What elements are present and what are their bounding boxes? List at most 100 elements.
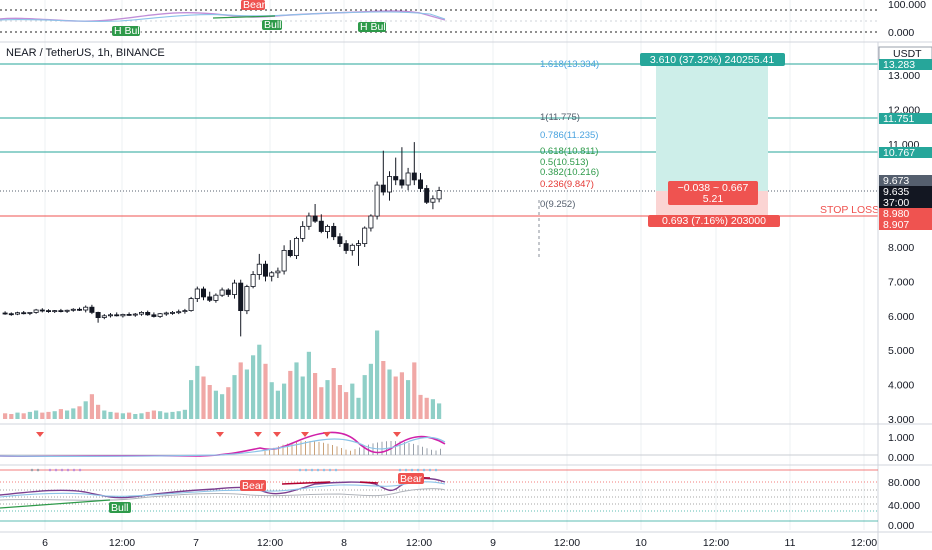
stop-label: 0.693 (7.16%) 203000 xyxy=(662,215,766,227)
volume-bar xyxy=(15,412,20,419)
candle-body xyxy=(293,237,299,256)
volume-bar xyxy=(319,387,324,419)
time-axis-label: 11 xyxy=(785,537,796,549)
volume-bar xyxy=(120,413,125,419)
macd-panel: 1.000 0.000 xyxy=(0,431,914,464)
candle-body xyxy=(39,309,45,312)
volume-bar xyxy=(306,351,311,419)
macd-signal-line xyxy=(0,436,446,458)
volume-bar xyxy=(344,392,349,419)
candle-body xyxy=(349,244,355,251)
volume-bar xyxy=(83,401,88,419)
fib-0382: 0.382(10.216) xyxy=(540,167,599,178)
volume-bar xyxy=(437,403,442,419)
candle-body xyxy=(188,298,194,312)
volume-bar xyxy=(102,410,107,419)
candle-body xyxy=(194,288,200,300)
volume-bar xyxy=(275,390,280,419)
price-tag: 11.751 xyxy=(883,113,914,125)
time-axis-label: 12:00 xyxy=(851,537,877,549)
volume-bar xyxy=(133,414,138,419)
rsi-bear-badge-1: Bear xyxy=(242,480,265,492)
risk-reward-line1: −0.038 ~ 0.667 xyxy=(678,182,749,194)
macd-axis-tick-1: 1.000 xyxy=(888,432,914,444)
top-bear-badge xyxy=(241,0,265,10)
price-tag-box xyxy=(879,197,932,208)
volume-bars xyxy=(3,330,442,419)
candle-body xyxy=(399,179,405,186)
fibonacci-levels[interactable]: 1.618(13.334) 1(11.775) 0.786(11.235) 0.… xyxy=(540,59,599,210)
volume-bar xyxy=(89,394,94,419)
volume-bar xyxy=(27,411,32,419)
candle-body xyxy=(101,315,107,318)
candle-body xyxy=(95,311,101,318)
volume-bar xyxy=(337,385,342,419)
fib-0: 0(9.252) xyxy=(540,199,575,210)
candle-body xyxy=(318,220,324,232)
volume-bar xyxy=(220,394,225,419)
candle-body xyxy=(262,263,268,277)
volume-bar xyxy=(362,375,367,419)
candle-body xyxy=(77,308,83,311)
time-axis[interactable]: 6 12:00 7 12:00 8 12:00 9 12:00 10 12:00 11 12:00 xyxy=(42,537,877,549)
fib-0618: 0.618(10.811) xyxy=(540,146,598,157)
top-bear-badge-label: Bear xyxy=(243,0,266,11)
candle-body xyxy=(108,314,114,317)
candle-body xyxy=(157,313,163,317)
target-label: 3.610 (37.32%) 240255.41 xyxy=(650,54,775,66)
candle-body xyxy=(114,314,120,317)
time-axis-label: 6 xyxy=(42,537,48,549)
volume-bar xyxy=(58,409,63,419)
volume-bar xyxy=(34,410,39,419)
time-axis-label: 8 xyxy=(341,537,347,549)
top-bull-badge-label: Bull xyxy=(264,19,282,31)
volume-bar xyxy=(257,344,262,419)
candle-body xyxy=(324,225,330,232)
volume-bar xyxy=(21,413,26,419)
stop-loss-text: STOP LOSS xyxy=(820,204,879,216)
price-axis-tags: 13.283 11.751 10.767 9.6739.63537:008.9808.… xyxy=(879,59,932,231)
candle-body xyxy=(169,311,175,314)
candle-body xyxy=(89,306,95,313)
candle-body xyxy=(331,225,337,238)
target-zone[interactable] xyxy=(656,64,768,191)
price-tag: 37:00 xyxy=(883,197,909,209)
candle-body xyxy=(33,309,39,313)
top-hbull-badge xyxy=(358,22,386,32)
candle-body xyxy=(281,249,287,272)
price-tag-box xyxy=(879,219,932,230)
volume-bar xyxy=(424,397,429,419)
candle-body xyxy=(126,313,132,316)
price-axis-tick: 13.000 xyxy=(888,70,920,82)
candle-body xyxy=(287,249,293,256)
candle-body xyxy=(244,286,250,312)
volume-bar xyxy=(189,380,194,419)
volume-bar xyxy=(3,413,8,419)
candle-body xyxy=(64,309,70,312)
candle-body xyxy=(250,274,256,287)
candle-body xyxy=(138,311,144,315)
stop-label-box xyxy=(648,215,780,227)
candle-body xyxy=(393,176,399,181)
volume-bar xyxy=(325,380,330,419)
candle-body xyxy=(275,270,281,274)
fib-05: 0.5(10.513) xyxy=(540,157,589,168)
rsi-axis-tick-40: 40.000 xyxy=(888,500,920,512)
volume-bar xyxy=(164,412,169,419)
volume-bar xyxy=(263,363,268,419)
candle-body xyxy=(306,215,312,227)
symbol-title[interactable]: NEAR / TetherUS, 1h, BINANCE xyxy=(6,47,165,59)
price-tag-box xyxy=(879,59,932,70)
volume-bar xyxy=(114,412,119,419)
rsi-bull-badge: Bull xyxy=(111,502,129,514)
price-axis-tick: 4.000 xyxy=(888,380,914,392)
volume-bar xyxy=(294,362,299,419)
time-axis-label: 12:00 xyxy=(257,537,283,549)
price-tag-box xyxy=(879,175,932,186)
price-tag-box xyxy=(879,208,932,219)
volume-bar xyxy=(399,372,404,419)
price-tag-box xyxy=(879,147,932,158)
price-axis-tick: 5.000 xyxy=(888,345,914,357)
price-tag: 10.767 xyxy=(883,147,915,159)
